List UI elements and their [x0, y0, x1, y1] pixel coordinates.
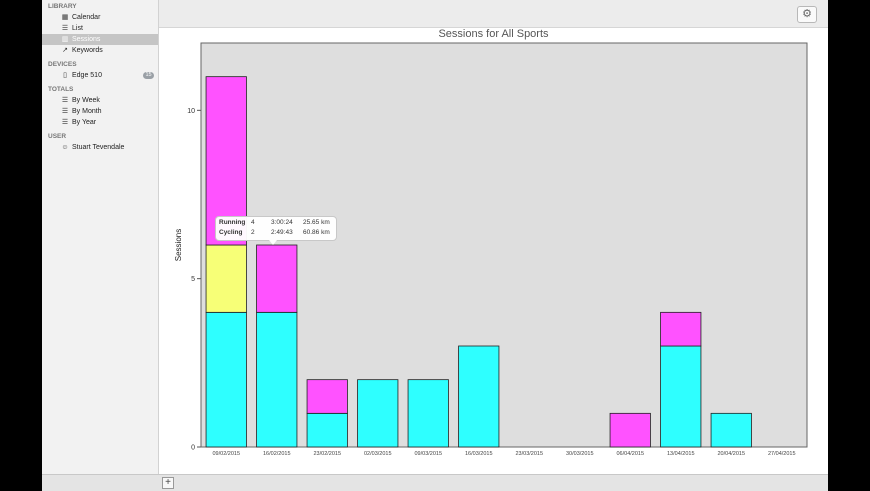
sidebar-item-label: By Year [72, 119, 97, 126]
tooltip-count: 4 [251, 219, 255, 226]
gear-icon: ⚙ [802, 8, 812, 20]
device-count-badge: 15 [143, 72, 154, 79]
toolbar: ⚙ [159, 0, 828, 28]
chart-title: Sessions for All Sports [438, 28, 549, 40]
sidebar-item-label: Keywords [72, 47, 103, 54]
totals-header: TOTALS [48, 86, 74, 93]
add-button[interactable]: + [162, 477, 174, 489]
sidebar: LIBRARY ▦ Calendar ☰ List ▥ Sessions ↗ K… [42, 0, 159, 474]
bar-segment [458, 345, 500, 448]
sidebar-item-keywords[interactable]: ↗ Keywords [42, 45, 158, 56]
sidebar-item-label: By Week [72, 97, 100, 104]
user-header: USER [48, 133, 67, 140]
tooltip-time: 2:49:43 [271, 229, 293, 236]
list-icon: ☰ [61, 25, 69, 32]
bar-chart-icon: ▥ [61, 36, 69, 43]
tooltip-sport: Cycling [219, 229, 243, 236]
sidebar-item-sessions[interactable]: ▥ Sessions [42, 34, 158, 45]
plot-area [200, 42, 808, 448]
bar-segment [660, 311, 702, 347]
calendar-icon: ▦ [61, 14, 69, 21]
sidebar-item-label: By Month [72, 108, 102, 115]
sidebar-item-label: Sessions [72, 36, 101, 43]
sessions-chart: 0 5 10 Sessions 09/02/2015 16/02/2015 23/02/20… [174, 42, 808, 457]
table-icon: ☰ [61, 119, 69, 126]
x-tick-label: 30/03/2015 [566, 451, 594, 457]
sidebar-item-user[interactable]: ☺ Stuart Tevendale [42, 142, 158, 153]
x-tick-label: 20/04/2015 [717, 451, 745, 457]
bar-segment [256, 244, 298, 313]
user-icon: ☺ [61, 144, 69, 151]
table-icon: ☰ [61, 108, 69, 115]
x-tick-label: 13/04/2015 [667, 451, 695, 457]
x-tick-label: 23/02/2015 [313, 451, 341, 457]
devices-header: DEVICES [48, 61, 77, 68]
x-tick-label: 09/03/2015 [414, 451, 442, 457]
y-tick-label: 5 [191, 276, 195, 283]
bar-segment [357, 379, 399, 448]
sidebar-item-label: List [72, 25, 83, 32]
sidebar-item-edge-510[interactable]: ▯ Edge 510 15 [42, 70, 158, 81]
chart-tooltip: Running 4 3:00:24 25.65 km Cycling 2 2:4… [215, 216, 337, 245]
bottom-bar: + [42, 474, 828, 491]
tooltip-sport: Running [219, 219, 246, 226]
tooltip-arrow [269, 240, 277, 245]
keyword-chart-icon: ↗ [62, 47, 68, 54]
x-tick-label: 09/02/2015 [212, 451, 240, 457]
sidebar-item-calendar[interactable]: ▦ Calendar [42, 12, 158, 23]
x-tick-label: 16/03/2015 [465, 451, 493, 457]
sidebar-item-label: Stuart Tevendale [72, 144, 125, 151]
bar-segment [710, 412, 752, 448]
tooltip-row-cycling: Cycling 2 2:49:43 60.86 km [219, 229, 335, 239]
tooltip-distance: 25.65 km [303, 219, 330, 226]
table-icon: ☰ [61, 97, 69, 104]
sidebar-item-list[interactable]: ☰ List [42, 23, 158, 34]
x-tick-label: 02/03/2015 [364, 451, 392, 457]
y-tick-label: 10 [187, 108, 195, 115]
sidebar-item-by-year[interactable]: ☰ By Year [42, 117, 158, 128]
bar-segment [609, 412, 651, 448]
bar-segment [660, 345, 702, 448]
x-tick-label: 27/04/2015 [768, 451, 796, 457]
y-tick-label: 0 [191, 445, 195, 452]
library-header: LIBRARY [48, 3, 77, 10]
tooltip-distance: 60.86 km [303, 229, 330, 236]
app-window: LIBRARY ▦ Calendar ☰ List ▥ Sessions ↗ K… [42, 0, 828, 491]
x-tick-label: 06/04/2015 [616, 451, 644, 457]
tooltip-time: 3:00:24 [271, 219, 293, 226]
bar-segment [205, 244, 247, 313]
bar-segment [306, 379, 348, 414]
tooltip-row-running: Running 4 3:00:24 25.65 km [219, 219, 335, 229]
sidebar-item-label: Edge 510 [72, 72, 102, 79]
device-icon: ▯ [63, 72, 67, 79]
bar-segment [205, 311, 247, 448]
y-axis-label: Sessions [174, 229, 183, 261]
bar-segment [306, 412, 348, 448]
bar-segment [256, 311, 298, 448]
sidebar-item-by-month[interactable]: ☰ By Month [42, 106, 158, 117]
main-panel: ⚙ Sessions for All Sports 0 5 10 Sessions 09… [159, 0, 828, 474]
settings-button[interactable]: ⚙ [797, 6, 817, 23]
tooltip-count: 2 [251, 229, 255, 236]
sidebar-item-label: Calendar [72, 14, 101, 21]
sidebar-item-by-week[interactable]: ☰ By Week [42, 95, 158, 106]
x-tick-label: 23/03/2015 [515, 451, 543, 457]
bar-segment [407, 379, 449, 448]
x-tick-label: 16/02/2015 [263, 451, 291, 457]
